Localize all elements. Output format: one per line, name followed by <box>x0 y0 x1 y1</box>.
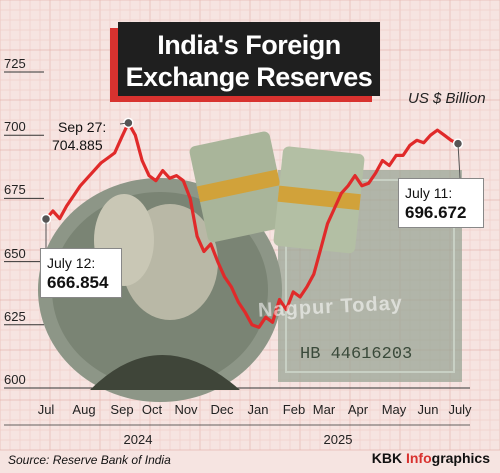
serial-number-image: HB 44616203 <box>300 345 412 364</box>
title-box: India's Foreign Exchange Reserves <box>118 22 380 96</box>
currency-illustrations: HB 44616203 <box>38 131 462 402</box>
unit-label: US $ Billion <box>408 90 486 107</box>
callout-leader <box>457 143 461 179</box>
y-tick-label: 600 <box>4 372 26 387</box>
x-tick-label: Nov <box>174 402 198 417</box>
callout-start-value: 666.854 <box>47 273 109 292</box>
title-line-2: Exchange Reserves <box>125 62 373 92</box>
x-tick-label: Dec <box>210 402 234 417</box>
x-tick-label: Aug <box>72 402 96 417</box>
source-note: Source: Reserve Bank of India <box>8 453 171 467</box>
brand-prefix: KBK <box>371 450 406 466</box>
franklin-coat <box>90 355 240 390</box>
y-tick-label: 725 <box>4 56 26 71</box>
callout-end-date: July 11: <box>405 185 453 201</box>
y-tick-label: 650 <box>4 245 26 261</box>
x-tick-label: July <box>448 402 472 417</box>
brand-logo: KBK Infographics <box>372 450 490 466</box>
y-tick-label: 625 <box>4 308 26 324</box>
x-tick-label: Feb <box>282 402 306 417</box>
x-tick-label: May <box>381 402 407 417</box>
title-line-1: India's Foreign <box>157 30 341 60</box>
year-label-2025: 2025 <box>323 432 353 447</box>
x-tick-label: Jun <box>417 402 439 417</box>
x-tick-label: Sep <box>110 402 134 417</box>
callout-end-value: 696.672 <box>405 203 467 222</box>
y-tick-label: 675 <box>4 182 26 198</box>
year-label-2024: 2024 <box>123 432 153 447</box>
y-tick-label: 700 <box>4 119 26 135</box>
brand-accent: Info <box>405 450 432 466</box>
callout-peak-date: Sep 27: <box>58 119 107 135</box>
callout-peak: Sep 27: 704.885 <box>52 118 107 154</box>
x-tick-label: Oct <box>141 402 163 417</box>
brand-suffix: graphics <box>431 450 490 466</box>
x-tick-label: Jul <box>37 402 55 417</box>
callout-peak-value: 704.885 <box>52 137 103 153</box>
callout-start: July 12: 666.854 <box>40 248 122 298</box>
callout-end: July 11: 696.672 <box>398 178 484 228</box>
callout-leader <box>119 122 129 125</box>
reserves-line <box>44 121 459 329</box>
money-roll-left-icon <box>189 131 288 243</box>
x-tick-label: Mar <box>312 402 336 417</box>
money-roll-right-icon <box>273 146 365 254</box>
callout-start-date: July 12: <box>47 255 96 271</box>
x-tick-label: Apr <box>347 402 369 417</box>
x-tick-label: Jan <box>247 402 269 417</box>
annotation-markers <box>40 117 464 248</box>
